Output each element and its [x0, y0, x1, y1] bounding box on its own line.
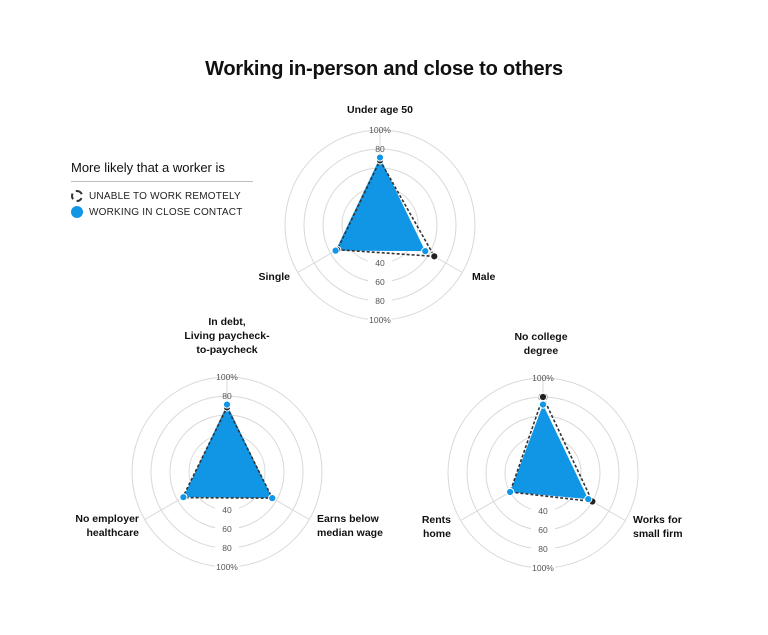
data-point-close-contact — [538, 400, 548, 409]
ring-tick-label: 80 — [375, 144, 385, 154]
legend-item-unable-remote: UNABLE TO WORK REMOTELY — [71, 188, 253, 204]
legend-label: WORKING IN CLOSE CONTACT — [89, 206, 243, 218]
ring-tick-label: 80 — [222, 543, 232, 553]
axis-label: Rents home — [422, 514, 451, 540]
ring-label-bg — [531, 562, 555, 573]
ring-tick-label: 40 — [375, 258, 385, 268]
axis-label: In debt, Living paycheck-to-paycheck — [184, 316, 270, 356]
axis-label: Under age 50 — [347, 104, 413, 116]
ring-tick-label: 100% — [369, 315, 391, 325]
axis-label: No employer healthcare — [75, 513, 139, 539]
ring-tick-label: 60 — [538, 525, 548, 535]
series-line-unable-remote — [181, 405, 274, 499]
axis-label: Works for small firm — [633, 514, 683, 540]
ring-tick-label: 60 — [222, 524, 232, 534]
axis-label: Earns below median wage — [317, 513, 383, 539]
ring-label-bg — [368, 276, 392, 287]
chart-title: Working in-person and close to others — [205, 58, 563, 80]
ring-tick-label: 100% — [216, 562, 238, 572]
filled-circle-icon — [71, 206, 83, 218]
legend-item-close-contact: WORKING IN CLOSE CONTACT — [71, 204, 253, 220]
ring-tick-label: 80 — [538, 544, 548, 554]
ring-label-bg — [215, 542, 239, 553]
axis-label: No college degree — [514, 331, 567, 357]
ring-label-bg — [531, 524, 555, 535]
ring-tick-label: 40 — [538, 506, 548, 516]
data-point-close-contact — [375, 153, 385, 162]
ring-tick-label: 100% — [532, 563, 554, 573]
ring-label-bg — [215, 523, 239, 534]
series-area-close-contact — [510, 404, 589, 500]
legend-label: UNABLE TO WORK REMOTELY — [89, 190, 241, 202]
ring-label-bg — [368, 314, 392, 325]
radar-chart-1: 100% 80 40 60 80 100% Under age 50 Male Single — [258, 104, 496, 325]
data-point-close-contact — [505, 487, 515, 497]
ring-tick-label: 40 — [222, 505, 232, 515]
ring-tick-label: 80 — [222, 391, 232, 401]
data-point-close-contact — [331, 246, 340, 255]
data-point-close-contact — [584, 495, 593, 504]
radar-chart-2: 100% 80 40 60 80 100% In debt, Living paycheck-… — [75, 316, 383, 572]
series-line-unable-remote — [335, 158, 436, 258]
series-area-close-contact — [183, 404, 273, 499]
axis-label: Male — [472, 271, 496, 283]
ring-tick-label: 100% — [216, 372, 238, 382]
series-area-close-contact — [335, 157, 426, 252]
ring-label-bg — [215, 504, 239, 515]
data-point-close-contact — [268, 494, 277, 503]
legend-title: More likely that a worker is — [71, 160, 253, 182]
ring-label-bg — [368, 295, 392, 306]
ring-tick-label: 60 — [375, 277, 385, 287]
series-line-unable-remote — [509, 394, 594, 503]
dashed-circle-icon — [71, 190, 83, 202]
data-point-close-contact — [222, 400, 232, 409]
ring-label-bg — [215, 561, 239, 572]
data-point-close-contact — [179, 493, 188, 502]
ring-label-bg — [531, 505, 555, 516]
data-point-unable-remote — [538, 392, 548, 402]
ring-tick-label: 80 — [375, 296, 385, 306]
ring-label-bg — [531, 543, 555, 554]
data-point-close-contact — [421, 247, 430, 256]
ring-tick-label: 100% — [369, 125, 391, 135]
legend: More likely that a worker is UNABLE TO W… — [71, 160, 253, 220]
data-point-unable-remote — [430, 252, 439, 261]
ring-label-bg — [368, 257, 392, 268]
axis-label: Single — [258, 271, 290, 283]
ring-tick-label: 100% — [532, 373, 554, 383]
